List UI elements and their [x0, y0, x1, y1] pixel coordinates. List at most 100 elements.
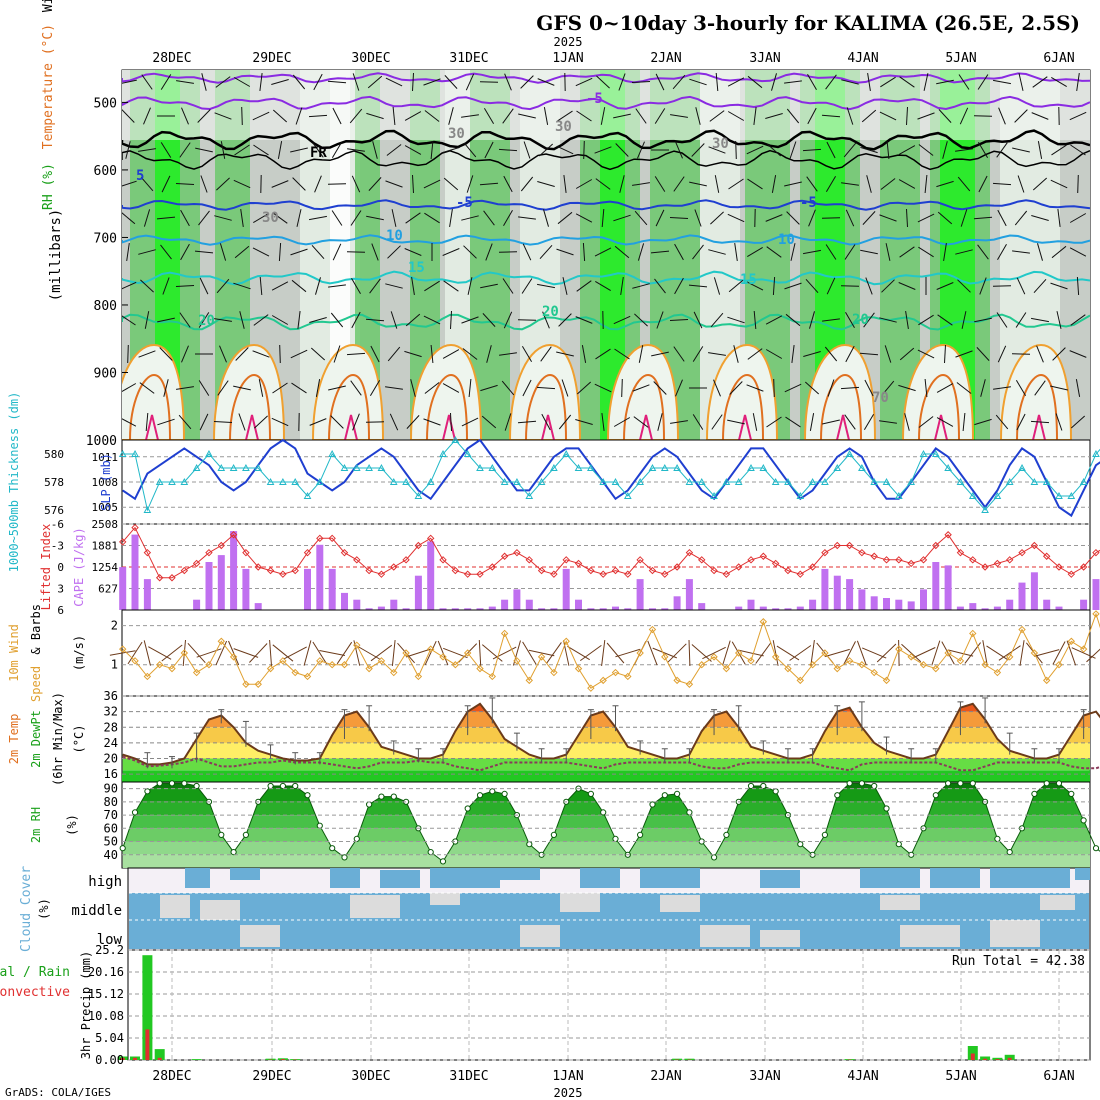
rh-tick-label: 90 [104, 782, 118, 796]
wind-barb [807, 73, 817, 91]
wind-barb [480, 384, 498, 392]
ylabel-cape: CAPE (J/kg) [72, 527, 86, 606]
wind-barb [176, 386, 194, 390]
precip-tick-label: 15.12 [88, 987, 124, 1001]
wind-barb [277, 141, 283, 159]
wind10-point [513, 657, 521, 665]
wind-barb [638, 345, 644, 363]
wind-barb [463, 245, 477, 259]
thickness-point [155, 477, 164, 485]
li-point [451, 566, 460, 575]
wind-barb [746, 145, 764, 155]
wind-barb [715, 72, 719, 92]
wind-barb [483, 108, 495, 124]
precip-total-bar [844, 1059, 855, 1060]
wind-barb [669, 319, 689, 321]
wind-barb [556, 145, 574, 155]
warm-contour-inner [229, 373, 271, 440]
li-point [636, 556, 644, 564]
wind-barb [595, 280, 611, 292]
wind10-point [155, 661, 164, 669]
wind10-point [870, 668, 878, 677]
wind-barb [126, 243, 130, 261]
wind10-point [636, 649, 644, 657]
wind-barb [620, 277, 624, 295]
rh-point [378, 793, 385, 800]
wind-barb [214, 112, 232, 120]
wind10-barb [947, 649, 974, 657]
wind-barb [729, 381, 743, 395]
cape-bar [772, 608, 780, 610]
hot-contour [1032, 414, 1046, 440]
wind-barb [543, 107, 549, 125]
year-label-bottom: 2025 [554, 1086, 583, 1100]
wind-barb [181, 107, 189, 125]
li-point [119, 538, 127, 546]
wind10-barb [545, 642, 562, 664]
precip-legend-total: Total / Rain [0, 965, 70, 980]
cape-grid [122, 523, 1090, 589]
cloud-high [930, 868, 980, 888]
wind10-barb [667, 643, 687, 663]
li-point [402, 556, 410, 564]
cloud-high-label: high [88, 874, 122, 890]
contour-label: -5 [456, 195, 473, 211]
wind-barb [825, 176, 837, 192]
cape-tick-label: 627 [98, 583, 118, 596]
thickness-point [254, 463, 263, 471]
li-point [1018, 548, 1026, 557]
rh-point [464, 805, 471, 812]
wind-barb [351, 277, 361, 295]
wind10-axis: 21 [111, 619, 118, 672]
wind-barb [180, 209, 190, 227]
wind-barb [140, 176, 154, 192]
thickness-point [205, 449, 213, 457]
temp-tick-label: 28 [104, 720, 118, 734]
wind10-barb [478, 639, 482, 667]
contour-label: 10 [778, 232, 795, 248]
wind-barb [943, 243, 947, 261]
pressure-tick-label: 1000 [86, 434, 117, 449]
wind10-point [427, 645, 435, 653]
wind-barb [977, 142, 989, 158]
wind-barb [840, 285, 860, 287]
precip-tick-label: 10.08 [88, 1009, 124, 1023]
wind10-point [1079, 645, 1088, 653]
wind-barb [198, 312, 210, 328]
wind10-barb [528, 649, 555, 657]
thickness-point [845, 449, 854, 457]
cape-panel: 2508 1881 1254 627 -6 -3 0 3 6 Lifted Index CAPE… [39, 518, 1100, 617]
wind-barb [1031, 215, 1049, 221]
contour-label: 30 [448, 126, 465, 142]
slp-tick-label: 1011 [92, 451, 119, 464]
wind-barb [710, 211, 724, 225]
wind-barb [239, 311, 245, 329]
wind-barb [122, 79, 137, 84]
wind10-barb [424, 640, 437, 666]
contour-label: -5 [586, 91, 603, 107]
wind-barb [467, 277, 473, 295]
wind-barb [784, 282, 802, 290]
wind-barb [160, 142, 172, 158]
precip-tick-label: 5.04 [95, 1031, 124, 1045]
wind-barb [556, 248, 574, 256]
thickness-point [587, 463, 595, 471]
thickness-point [870, 477, 879, 485]
wind-barb [575, 213, 593, 223]
wind-barb [1033, 278, 1047, 294]
wind10-point [685, 680, 694, 688]
wind-barb [290, 349, 308, 359]
wind-barb [1036, 345, 1044, 363]
wind-barb [673, 346, 685, 362]
wind-barb [483, 210, 495, 226]
wind-barb [465, 73, 475, 91]
temp-contour [122, 313, 1090, 331]
wind-barb [656, 311, 664, 329]
ylabel-cloud: Cloud Cover [19, 866, 34, 952]
wind-barb [600, 107, 606, 125]
wind10-point [229, 653, 238, 661]
wind-barb [1032, 76, 1048, 88]
wind-barb [594, 247, 612, 257]
wind-barb [692, 414, 704, 430]
wind-barb [501, 380, 515, 396]
